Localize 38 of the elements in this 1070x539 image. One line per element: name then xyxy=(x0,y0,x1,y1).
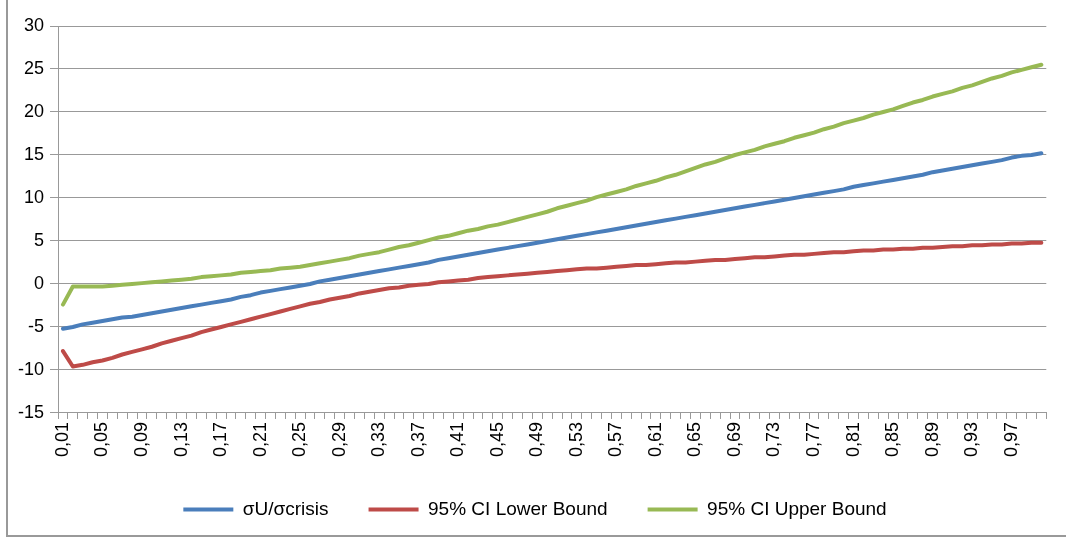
x-tick-label: 0,65 xyxy=(684,421,705,458)
y-tick-label: 5 xyxy=(34,229,45,250)
legend-label: 95% CI Upper Bound xyxy=(707,497,887,519)
y-tick-label: -5 xyxy=(28,315,45,336)
x-tick-label: 0,17 xyxy=(210,421,231,458)
x-tick-label: 0,05 xyxy=(91,421,112,458)
x-tick-label: 0,93 xyxy=(961,421,982,458)
x-tick-label: 0,49 xyxy=(526,421,547,458)
x-tick-label: 0,13 xyxy=(170,421,191,458)
x-tick-label: 0,53 xyxy=(565,421,586,458)
y-tick-label: -15 xyxy=(18,401,45,422)
y-tick-label: 30 xyxy=(23,14,45,35)
x-tick-label: 0,69 xyxy=(723,421,744,458)
x-tick-label: 0,21 xyxy=(249,421,270,458)
y-tick-label: 15 xyxy=(23,143,45,164)
x-tick-label: 0,45 xyxy=(486,421,507,458)
x-tick-label: 0,89 xyxy=(921,421,942,458)
x-tick-label: 0,85 xyxy=(882,421,903,458)
legend-label: 95% CI Lower Bound xyxy=(428,497,608,519)
x-tick-label: 0,61 xyxy=(644,421,665,458)
legend-label: σU/σcrisis xyxy=(242,497,329,519)
y-tick-label: 10 xyxy=(23,186,45,207)
x-tick-label: 0,77 xyxy=(803,421,824,458)
y-tick-label: 20 xyxy=(23,100,45,121)
x-tick-label: 0,09 xyxy=(130,421,151,458)
y-tick-label: 25 xyxy=(23,57,45,78)
x-tick-label: 0,81 xyxy=(842,421,863,458)
x-tick-label: 0,73 xyxy=(763,421,784,458)
y-tick-label: 0 xyxy=(34,272,45,293)
x-tick-label: 0,29 xyxy=(328,421,349,458)
x-tick-label: 0,37 xyxy=(407,421,428,458)
x-tick-label: 0,33 xyxy=(368,421,389,458)
x-tick-label: 0,97 xyxy=(1000,421,1021,458)
x-tick-label: 0,01 xyxy=(51,421,72,458)
y-tick-label: -10 xyxy=(18,358,45,379)
x-tick-label: 0,25 xyxy=(289,421,310,458)
x-tick-label: 0,41 xyxy=(447,421,468,458)
x-tick-label: 0,57 xyxy=(605,421,626,458)
